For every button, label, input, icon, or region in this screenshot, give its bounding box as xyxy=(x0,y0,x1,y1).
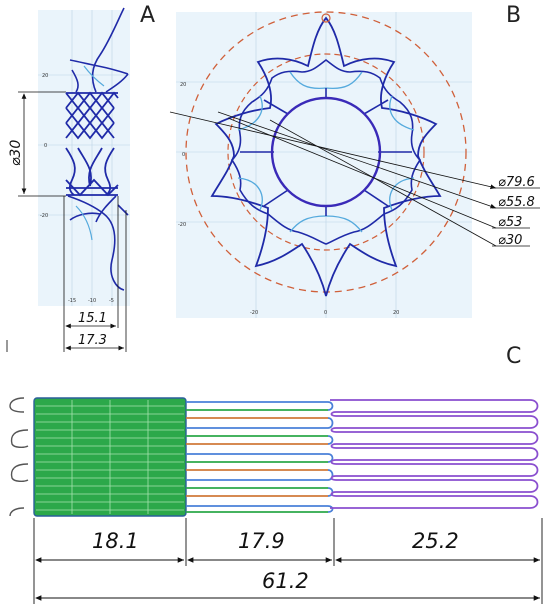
panel-c-dim-segment-2: 17.9 xyxy=(238,529,285,553)
panel-a-xtick-neg5: -5 xyxy=(109,298,114,304)
panel-b-dia-30: ⌀30 xyxy=(498,233,522,248)
panel-c: 18.1 17.9 25.2 61.2 xyxy=(9,397,543,604)
panel-b-background xyxy=(176,12,472,318)
panel-b-outer-circle xyxy=(185,11,467,293)
panel-b-dia-55: ⌀55.8 xyxy=(498,195,535,210)
panel-a: 20 0 -20 -15 -10 -5 xyxy=(6,7,130,352)
panel-a-ytick-0: 0 xyxy=(44,143,47,149)
panel-b-middle-circle xyxy=(227,53,425,251)
panel-c-dim-segment-1: 18.1 xyxy=(92,529,139,553)
panel-a-dim-inner: 15.1 xyxy=(78,311,107,326)
panel-c-dim-segment-3: 25.2 xyxy=(412,529,459,553)
panel-label-c: C xyxy=(506,344,522,369)
panel-b-dia-79: ⌀79.6 xyxy=(498,175,535,190)
panel-a-mesh xyxy=(65,91,119,197)
panel-a-dim-outer: 17.3 xyxy=(78,333,107,348)
panel-b-xtick-neg20: -20 xyxy=(250,310,258,316)
panel-label-a: A xyxy=(140,3,156,28)
panel-b-ytick-0: 0 xyxy=(182,152,185,158)
panel-b-dia-53: ⌀53 xyxy=(498,215,522,230)
panel-a-ytick-neg20: -20 xyxy=(40,213,48,219)
panel-c-purple-segment xyxy=(330,399,539,509)
panel-a-xtick-neg15: -15 xyxy=(68,298,76,304)
panel-b: 20 0 -20 -20 0 20 xyxy=(169,11,540,318)
panel-b-ytick-neg20: -20 xyxy=(178,222,186,228)
panel-c-middle-segment xyxy=(186,401,334,513)
panel-b-central-circle xyxy=(270,96,382,208)
panel-a-upper-crown xyxy=(69,7,129,93)
panel-b-xtick-0: 0 xyxy=(324,310,327,316)
panel-b-inner-crown xyxy=(230,58,422,245)
panel-a-diameter-label: ⌀30 xyxy=(8,140,24,166)
panel-c-dim-total: 61.2 xyxy=(262,569,309,593)
panel-a-xtick-neg10: -10 xyxy=(88,298,96,304)
panel-label-b: B xyxy=(506,3,522,28)
panel-b-xtick-20: 20 xyxy=(393,310,399,316)
panel-a-lower-crown xyxy=(67,195,129,291)
panel-c-hooks xyxy=(9,397,29,517)
panel-b-ytick-20: 20 xyxy=(180,82,186,88)
panel-a-ytick-20: 20 xyxy=(42,73,48,79)
panel-b-outer-crown xyxy=(210,16,442,297)
